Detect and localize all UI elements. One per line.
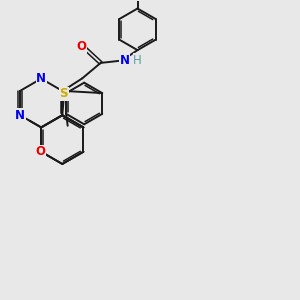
Text: N: N — [15, 109, 25, 122]
Text: N: N — [119, 54, 129, 67]
Text: S: S — [60, 87, 68, 100]
Text: H: H — [133, 54, 142, 67]
Text: O: O — [76, 40, 87, 53]
Text: O: O — [36, 145, 46, 158]
Text: N: N — [36, 72, 46, 85]
